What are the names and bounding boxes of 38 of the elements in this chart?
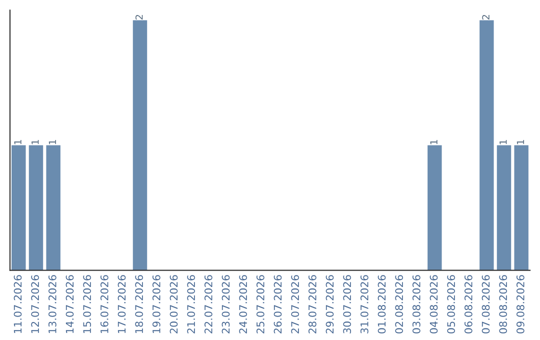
x-tick-label: 08.08.2026 — [499, 275, 508, 334]
x-tick-label: 19.07.2026 — [152, 275, 160, 333]
x-tick-label: 22.07.2026 — [204, 275, 212, 334]
x-tick-label: 12.07.2026 — [31, 275, 40, 333]
data-label: 2 — [482, 14, 490, 20]
x-tick-label: 02.08.2026 — [395, 275, 404, 334]
x-tick-label: 30.07.2026 — [343, 275, 352, 334]
x-tick-label: 21.07.2026 — [187, 275, 196, 334]
x-tick-label: 06.08.2026 — [464, 275, 472, 334]
x-tick-label: 04.08.2026 — [430, 275, 438, 334]
x-tick-label: 29.07.2026 — [326, 275, 334, 334]
data-label: 1 — [32, 140, 39, 144]
data-label: 1 — [14, 140, 22, 144]
x-tick-label: 25.07.2026 — [256, 275, 264, 334]
x-tick-label: 24.07.2026 — [239, 275, 248, 334]
x-tick-label: 14.07.2026 — [66, 275, 74, 333]
data-label: 1 — [500, 140, 507, 144]
x-tick-label: 31.07.2026 — [360, 275, 368, 334]
x-tick-label: 01.08.2026 — [378, 275, 386, 334]
x-tick-label: 05.08.2026 — [447, 275, 456, 334]
x-tick-label: 28.07.2026 — [308, 275, 316, 334]
x-tick-label: 09.08.2026 — [516, 275, 524, 334]
x-tick-label: 11.07.2026 — [14, 275, 22, 333]
data-label: 1 — [516, 140, 524, 144]
data-label: 1 — [48, 140, 56, 144]
data-label: 1 — [430, 140, 438, 144]
x-tick-label: 26.07.2026 — [274, 275, 282, 334]
x-tick-label: 16.07.2026 — [100, 275, 108, 333]
x-tick-label: 07.08.2026 — [482, 275, 490, 334]
data-label: 2 — [135, 14, 143, 20]
x-tick-label: 20.07.2026 — [170, 275, 178, 334]
x-tick-label: 15.07.2026 — [83, 275, 92, 333]
x-tick-label: 18.07.2026 — [135, 275, 144, 333]
x-tick-label: 13.07.2026 — [48, 275, 56, 333]
x-tick-label: 27.07.2026 — [291, 275, 300, 334]
x-tick-label: 03.08.2026 — [412, 275, 420, 334]
x-tick-label: 23.07.2026 — [222, 275, 230, 334]
x-tick-label: 17.07.2026 — [118, 275, 126, 333]
